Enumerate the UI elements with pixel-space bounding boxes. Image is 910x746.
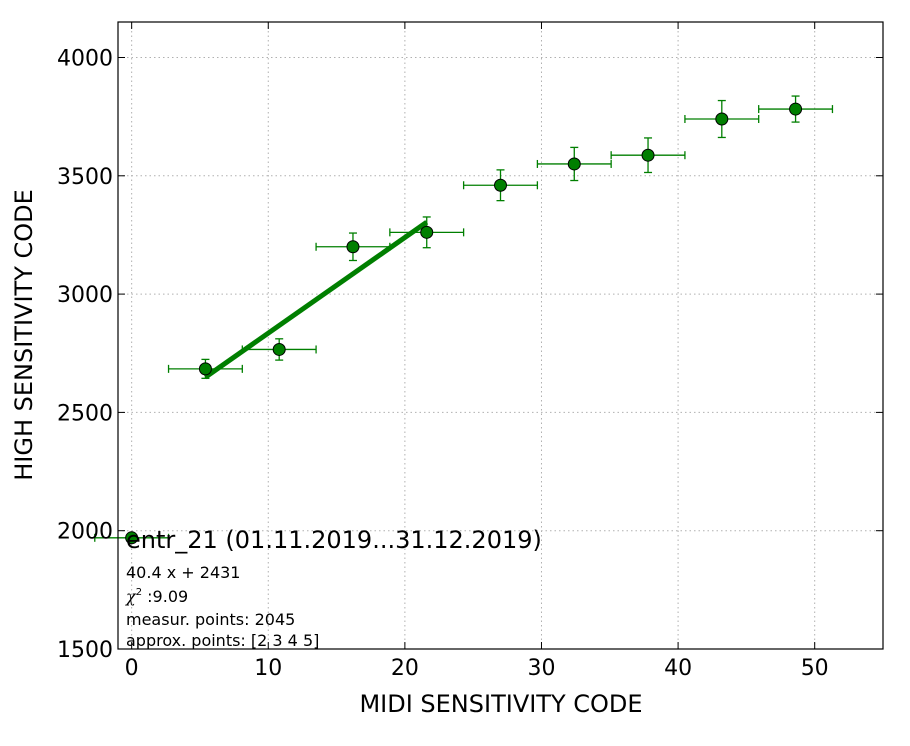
y-axis-label: HIGH SENSITIVITY CODE xyxy=(10,189,38,481)
y-tick-label: 3500 xyxy=(57,165,113,190)
y-tick-label: 3000 xyxy=(57,283,113,308)
data-point xyxy=(715,112,729,126)
plot-frame xyxy=(117,21,884,650)
data-point xyxy=(789,102,803,116)
x-tick-label: 10 xyxy=(254,656,282,681)
annotation-block: entr_21 (01.11.2019...31.12.2019) 40.4 x… xyxy=(125,526,542,650)
data-point xyxy=(125,531,139,545)
data-point xyxy=(420,225,434,239)
y-tick-label: 2500 xyxy=(57,401,113,426)
data-point xyxy=(567,157,581,171)
fit-line xyxy=(203,220,429,380)
annotation-title: entr_21 (01.11.2019...31.12.2019) xyxy=(126,526,542,554)
data-point xyxy=(198,362,212,376)
data-point xyxy=(641,148,655,162)
x-tick-label: 0 xyxy=(125,656,139,681)
x-axis-label: MIDI SENSITIVITY CODE xyxy=(359,690,642,718)
ticks: 0 10 20 30 40 50 1500 2000 2500 3000 3500 4000 xyxy=(57,22,883,681)
x-tick-label: 40 xyxy=(664,656,692,681)
y-tick-label: 1500 xyxy=(57,638,113,663)
fit-line-group xyxy=(203,220,429,380)
annotation-measur-points: measur. points: 2045 xyxy=(126,610,295,629)
data-point xyxy=(272,342,286,356)
annotation-equation: 40.4 x + 2431 xyxy=(126,563,240,582)
chi-symbol: χ xyxy=(125,587,137,606)
chi-superscript: 2 xyxy=(136,587,142,598)
chi-value: :9.09 xyxy=(142,587,188,606)
data-point xyxy=(494,178,507,192)
plot-area xyxy=(118,22,883,649)
x-tick-label: 30 xyxy=(527,656,555,681)
data-point xyxy=(346,240,360,254)
y-tick-label: 2000 xyxy=(57,520,113,545)
annotation-approx-points: approx. points: [2 3 4 5] xyxy=(126,631,319,650)
data-points xyxy=(125,102,803,545)
x-tick-label: 50 xyxy=(801,656,829,681)
x-tick-label: 20 xyxy=(391,656,419,681)
annotation-chi: χ2 :9.09 xyxy=(125,587,188,606)
y-tick-label: 4000 xyxy=(57,46,113,71)
